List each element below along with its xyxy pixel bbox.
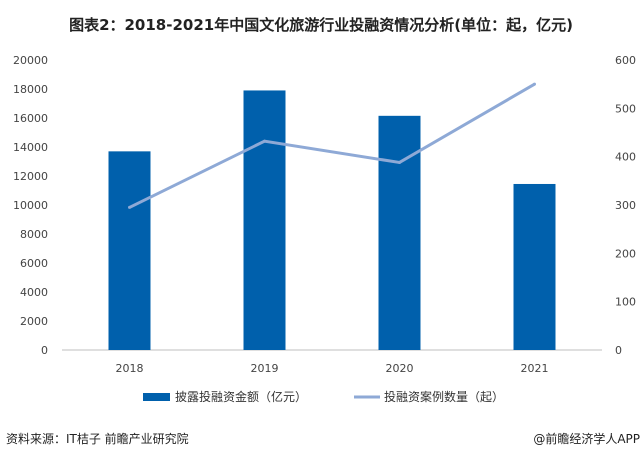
y-left-tick-label: 10000 (13, 199, 48, 212)
bar-2019 (243, 90, 286, 350)
bar-2020 (378, 115, 421, 350)
y-right-tick-label: 300 (615, 199, 636, 212)
y-left-tick-label: 20000 (13, 54, 48, 67)
y-left-tick-label: 16000 (13, 112, 48, 125)
x-tick-label: 2019 (251, 362, 279, 375)
y-left-tick-label: 0 (41, 344, 48, 357)
y-left-tick-label: 4000 (20, 286, 48, 299)
brand-note: @前瞻经济学人APP (533, 431, 640, 446)
legend-label-bar: 披露投融资金额（亿元） (175, 389, 307, 404)
bar-2018 (108, 151, 151, 350)
line-point-2019 (263, 139, 266, 143)
y-right-tick-label: 0 (615, 344, 622, 357)
y-right-tick-label: 400 (615, 151, 636, 164)
y-left-tick-label: 18000 (13, 83, 48, 96)
x-tick-label: 2021 (521, 362, 549, 375)
y-right-tick-label: 600 (615, 54, 636, 67)
chart-title: 图表2：2018-2021年中国文化旅游行业投融资情况分析(单位：起，亿元) (69, 16, 573, 34)
y-right-tick-label: 100 (615, 296, 636, 309)
y-right-tick-label: 500 (615, 102, 636, 115)
x-tick-label: 2020 (386, 362, 414, 375)
y-left-tick-label: 2000 (20, 315, 48, 328)
y-right-tick-label: 200 (615, 247, 636, 260)
line-series (128, 82, 536, 209)
x-tick-label: 2018 (116, 362, 144, 375)
legend-label-line: 投融资案例数量（起） (384, 389, 504, 404)
line-point-2021 (533, 82, 536, 86)
y-left-tick-label: 12000 (13, 170, 48, 183)
legend-swatch-bar (143, 393, 170, 401)
source-note: 资料来源：IT桔子 前瞻产业研究院 (6, 431, 189, 446)
legend: 披露投融资金额（亿元） 投融资案例数量（起） (143, 389, 504, 404)
line-point-2018 (128, 205, 131, 209)
y-left-tick-label: 6000 (20, 257, 48, 270)
bar-2021 (513, 183, 556, 350)
line-point-2020 (398, 160, 401, 164)
y-left-tick-label: 8000 (20, 228, 48, 241)
y-left-tick-label: 14000 (13, 141, 48, 154)
